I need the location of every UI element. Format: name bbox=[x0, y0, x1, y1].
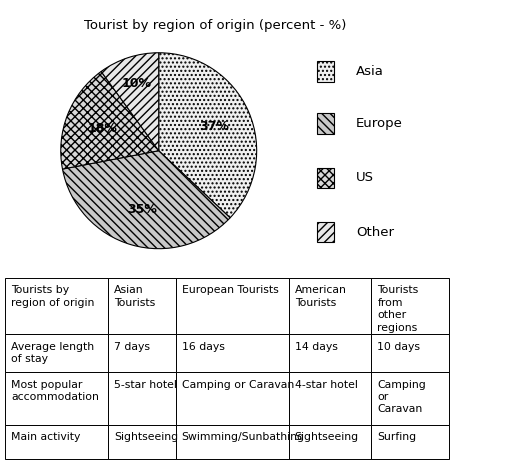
Text: Average length
of stay: Average length of stay bbox=[11, 342, 94, 365]
Bar bbox=[176, 278, 289, 334]
Bar bbox=[108, 334, 176, 372]
Bar bbox=[371, 278, 449, 334]
Text: 16 days: 16 days bbox=[182, 342, 225, 352]
Text: Asia: Asia bbox=[356, 65, 383, 78]
Text: Sightseeing: Sightseeing bbox=[294, 432, 359, 442]
Text: American
Tourists: American Tourists bbox=[294, 285, 347, 308]
Bar bbox=[289, 278, 371, 334]
Bar bbox=[317, 222, 334, 242]
Wedge shape bbox=[101, 53, 159, 151]
Bar bbox=[371, 334, 449, 372]
Bar bbox=[176, 334, 289, 372]
Bar bbox=[176, 372, 289, 425]
Bar bbox=[5, 278, 108, 334]
Text: Tourist by region of origin (percent - %): Tourist by region of origin (percent - %… bbox=[84, 19, 346, 32]
Bar bbox=[108, 278, 176, 334]
Text: 5-star hotel: 5-star hotel bbox=[114, 380, 177, 390]
Text: Europe: Europe bbox=[356, 117, 403, 130]
Bar bbox=[5, 334, 108, 372]
Text: Other: Other bbox=[356, 226, 394, 239]
Text: European Tourists: European Tourists bbox=[182, 285, 279, 295]
Text: 10%: 10% bbox=[122, 77, 152, 90]
Text: 10 days: 10 days bbox=[377, 342, 420, 352]
Text: US: US bbox=[356, 171, 374, 184]
Text: 37%: 37% bbox=[200, 120, 229, 133]
Text: 7 days: 7 days bbox=[114, 342, 150, 352]
Text: Asian
Tourists: Asian Tourists bbox=[114, 285, 155, 308]
Bar bbox=[5, 425, 108, 459]
Text: Camping
or
Caravan: Camping or Caravan bbox=[377, 380, 426, 414]
Text: 4-star hotel: 4-star hotel bbox=[294, 380, 357, 390]
Wedge shape bbox=[159, 53, 257, 218]
Text: Tourists by
region of origin: Tourists by region of origin bbox=[11, 285, 95, 308]
Bar bbox=[108, 425, 176, 459]
Wedge shape bbox=[61, 72, 159, 169]
Bar bbox=[371, 372, 449, 425]
Bar bbox=[317, 61, 334, 82]
Text: Main activity: Main activity bbox=[11, 432, 80, 442]
Wedge shape bbox=[62, 151, 230, 249]
Text: 35%: 35% bbox=[127, 203, 157, 216]
Text: Camping or Caravan: Camping or Caravan bbox=[182, 380, 294, 390]
Text: Sightseeing: Sightseeing bbox=[114, 432, 178, 442]
Text: Surfing: Surfing bbox=[377, 432, 417, 442]
Text: 14 days: 14 days bbox=[294, 342, 337, 352]
Bar bbox=[108, 372, 176, 425]
Bar bbox=[289, 425, 371, 459]
Bar bbox=[289, 372, 371, 425]
Bar bbox=[317, 168, 334, 188]
Text: 18%: 18% bbox=[88, 122, 117, 135]
Bar bbox=[317, 114, 334, 134]
Text: Tourists
from
other
regions: Tourists from other regions bbox=[377, 285, 419, 333]
Bar bbox=[371, 425, 449, 459]
Text: Most popular
accommodation: Most popular accommodation bbox=[11, 380, 99, 402]
Bar bbox=[176, 425, 289, 459]
Bar bbox=[5, 372, 108, 425]
Bar bbox=[289, 334, 371, 372]
Text: Swimming/Sunbathing: Swimming/Sunbathing bbox=[182, 432, 305, 442]
